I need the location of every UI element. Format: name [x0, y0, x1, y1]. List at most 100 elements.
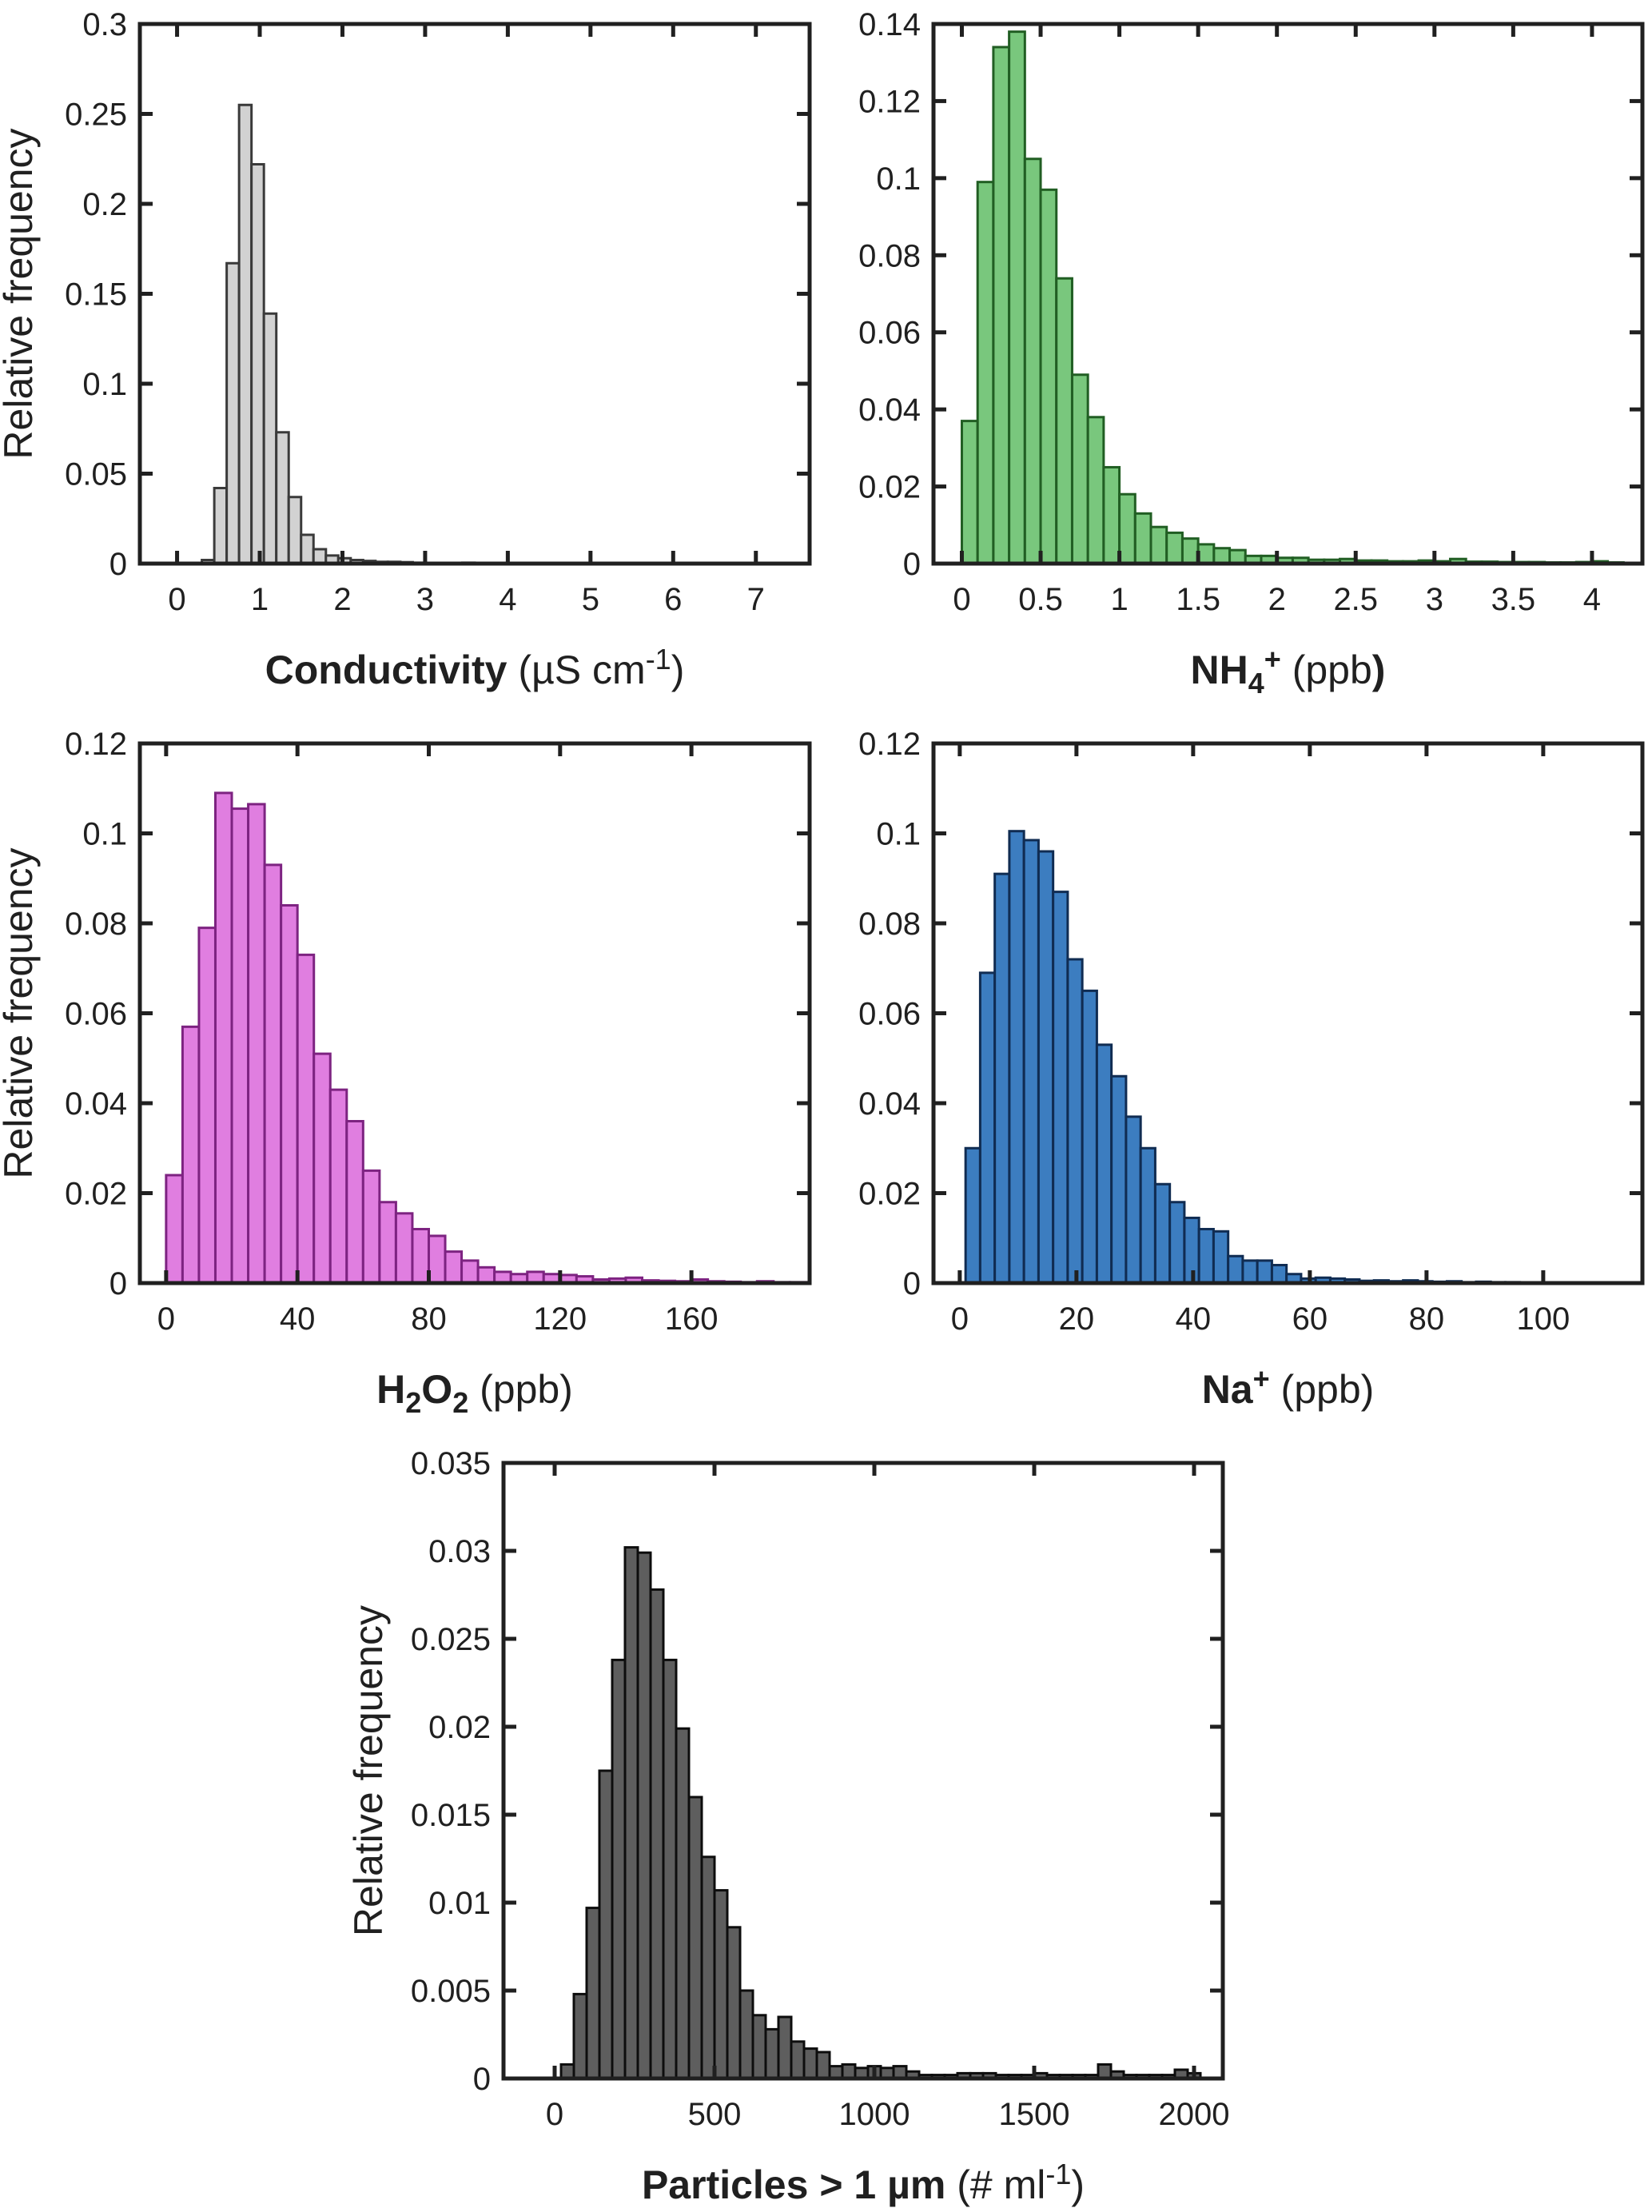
histogram-bar: [687, 1796, 703, 2080]
x-tick-label: 0: [953, 582, 970, 617]
x-tick-label: 0: [546, 2097, 563, 2132]
nh4-histogram: 0 0.5 1 1.5 2 2.5 3 3.5 4 0 0.02 0.04 0.06 0.08 0.1 0.1…: [858, 7, 1645, 699]
x-axis-label: Particles > 1 µm (# ml-1): [642, 2158, 1085, 2207]
row-1: 0 1 2 3 4 5 6 7 0 0.05 0.1 0.15 0.2 0.25 0.3 Conductivi…: [0, 0, 1652, 719]
y-tick-label: 0: [473, 2062, 491, 2097]
tick-marks: [504, 1461, 1223, 2081]
histogram-bar: [165, 1174, 184, 1285]
x-tick-label: 0: [168, 582, 185, 617]
y-axis-label: Relative frequency: [0, 128, 41, 459]
y-tick-label: 0.12: [858, 727, 921, 762]
x-tick-label: 1.5: [1176, 582, 1220, 617]
y-tick-label: 0.1: [876, 817, 921, 852]
histogram-bar: [263, 863, 283, 1285]
y-tick-label: 0: [903, 1266, 921, 1301]
histogram-bar: [411, 1228, 430, 1285]
y-tick-label: 0.1: [82, 367, 127, 402]
x-tick-label: 160: [665, 1301, 719, 1337]
y-tick-label: 0.08: [858, 907, 921, 942]
x-tick-label: 80: [1409, 1301, 1445, 1337]
histogram-bar: [247, 803, 266, 1285]
x-tick-label: 2: [1268, 582, 1286, 617]
histogram-bar: [1097, 2063, 1113, 2080]
histogram-bar: [572, 1992, 588, 2080]
y-tick-label: 0.12: [65, 727, 127, 762]
histogram-bar: [1149, 525, 1168, 565]
histogram-bar: [1196, 543, 1216, 565]
y-tick-label: 0.04: [858, 1086, 921, 1122]
nh4-panel: 0 0.5 1 1.5 2 2.5 3 3.5 4 0 0.02 0.04 0.06 0.08 0.1 0.1…: [826, 0, 1652, 719]
x-axis-label: Conductivity (µS cm-1): [265, 643, 685, 692]
histogram-bar: [751, 2014, 767, 2080]
histogram-bar: [328, 1088, 348, 1285]
histogram-bar: [675, 1727, 691, 2080]
histogram-bar: [777, 2015, 793, 2080]
axes-box: [931, 22, 1645, 566]
histogram-bar: [1125, 1115, 1142, 1285]
histogram-bar: [1066, 958, 1084, 1285]
x-tick-label: 2000: [1159, 2097, 1230, 2132]
histogram-bar: [312, 548, 328, 565]
histogram-bar: [993, 872, 1011, 1285]
y-tick-label: 0.05: [65, 457, 127, 492]
histogram-bar: [636, 1551, 652, 2080]
histogram-bar: [345, 1120, 364, 1285]
y-tick-label: 0.06: [858, 316, 921, 351]
x-axis-label: H2O2 (ppb): [376, 1367, 573, 1419]
bars: [964, 830, 1522, 1285]
y-tick-label: 0.015: [411, 1798, 491, 1833]
histogram-bar: [250, 163, 265, 565]
histogram-bar: [1023, 157, 1042, 565]
histogram-bar: [700, 1855, 716, 2080]
y-tick-label: 0.15: [65, 277, 127, 313]
histogram-bar: [378, 1201, 397, 1285]
conductivity-panel: 0 1 2 3 4 5 6 7 0 0.05 0.1 0.15 0.2 0.25 0.3 Conductivi…: [0, 0, 826, 719]
histogram-bar: [623, 1546, 639, 2080]
histogram-bar: [394, 1212, 414, 1285]
x-tick-label: 0: [157, 1301, 175, 1337]
histogram-bar: [361, 1169, 381, 1285]
x-tick-label: 3.5: [1491, 582, 1536, 617]
histogram-bar: [1168, 1201, 1186, 1285]
histogram-bar: [213, 791, 233, 1285]
y-tick-label: 0.1: [82, 817, 127, 852]
histogram-bar: [598, 1769, 614, 2080]
histogram-bar: [1139, 1146, 1156, 1285]
histogram-bar: [662, 1658, 678, 2080]
histogram-bar: [713, 1889, 729, 2080]
histogram-bar: [1228, 548, 1247, 565]
histogram-bar: [460, 1259, 480, 1285]
x-tick-label: 40: [1176, 1301, 1212, 1337]
y-tick-label: 0.02: [858, 470, 921, 505]
histogram-bar: [476, 1265, 496, 1285]
tick-marks: [140, 741, 810, 1285]
y-tick-label: 0.04: [65, 1086, 127, 1122]
particles-histogram: 0 500 1000 1500 2000 0 0.005 0.01 0.015 0.02 0.025…: [346, 1446, 1230, 2207]
histogram-bar: [1118, 492, 1136, 565]
histogram-bar: [230, 807, 250, 1285]
histogram-bar: [815, 2051, 831, 2080]
histogram-bar: [1052, 891, 1069, 1285]
y-tick-label: 0.3: [82, 7, 127, 42]
x-tick-label: 40: [280, 1301, 316, 1337]
histogram-bar: [1022, 839, 1040, 1285]
axes-box: [501, 1461, 1225, 2081]
y-tick-label: 0: [109, 547, 127, 582]
x-axis-label: Na+ (ppb): [1202, 1362, 1375, 1412]
histogram-bar: [1095, 1043, 1113, 1285]
histogram-bar: [964, 1146, 981, 1285]
histogram-bar: [237, 103, 253, 565]
histogram-bar: [1227, 1254, 1244, 1285]
histogram-bar: [978, 971, 997, 1285]
histogram-bar: [1037, 850, 1055, 1285]
x-tick-label: 6: [664, 582, 682, 617]
histogram-bar: [976, 181, 995, 565]
y-tick-label: 0.12: [858, 84, 921, 119]
x-tick-label: 2: [333, 582, 351, 617]
x-tick-label: 0.5: [1018, 582, 1063, 617]
histogram-bar: [1086, 416, 1105, 565]
bars: [165, 791, 808, 1285]
x-tick-label: 120: [533, 1301, 587, 1337]
histogram-bar: [559, 2063, 575, 2080]
